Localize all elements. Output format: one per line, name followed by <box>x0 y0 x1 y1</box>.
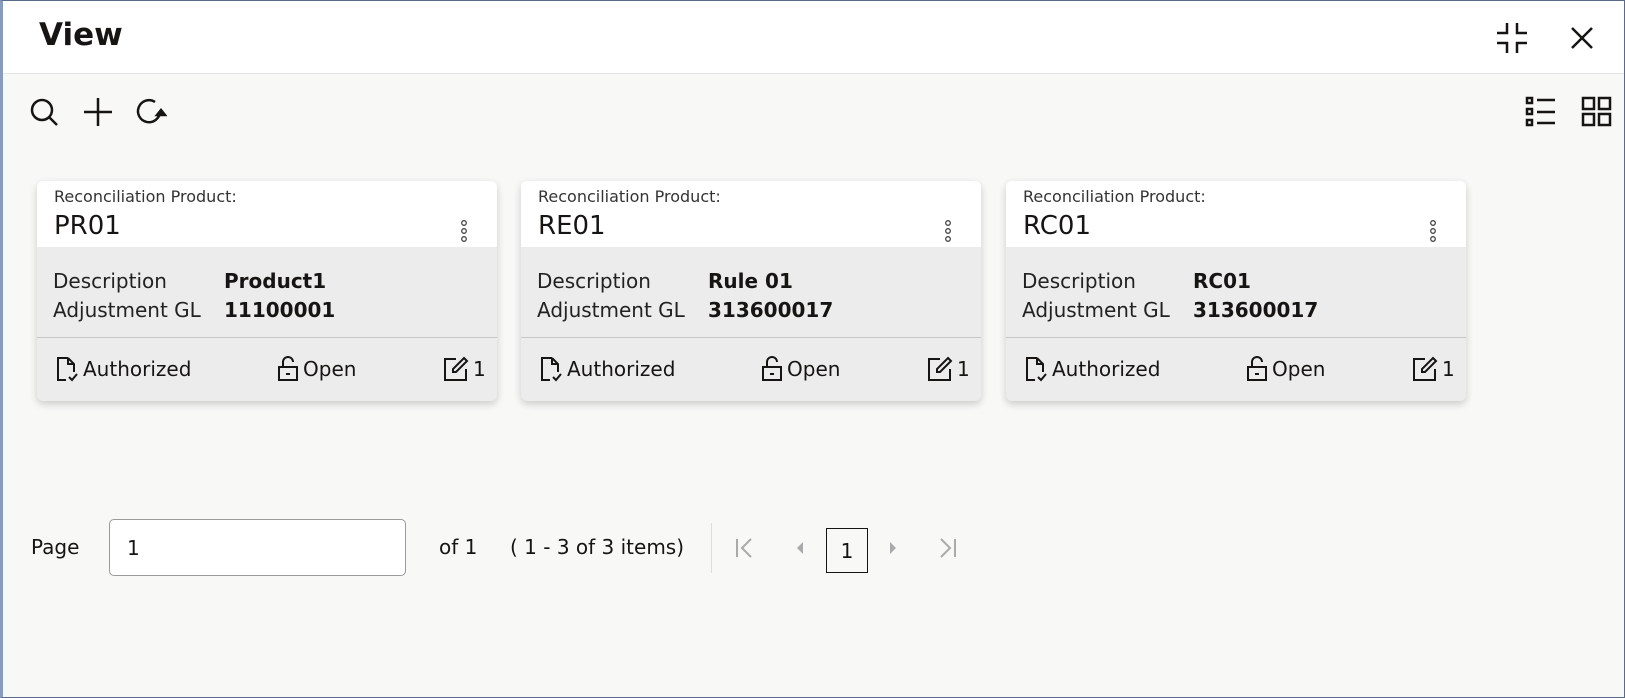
more-options-icon[interactable] <box>1428 219 1438 243</box>
unlock-icon <box>1247 356 1267 381</box>
card-footer: Authorized Open 1 <box>521 338 981 400</box>
lock-text: Open <box>303 357 357 381</box>
card-body: Description Rule 01 Adjustment GL 313600017 <box>521 247 981 338</box>
field-row: Description Product1 <box>53 267 497 296</box>
product-card[interactable]: Reconciliation Product: RE01 Description… <box>521 181 981 401</box>
unlock-icon <box>762 356 782 381</box>
field-key: Adjustment GL <box>1022 298 1170 322</box>
edit-icon <box>928 356 953 381</box>
edit-count-text: 1 <box>1442 357 1455 381</box>
page-input[interactable] <box>109 519 406 576</box>
field-value: 313600017 <box>708 298 834 322</box>
field-key: Adjustment GL <box>53 298 201 322</box>
edit-count: 1 <box>927 356 970 382</box>
lock-text: Open <box>787 357 841 381</box>
refresh-icon[interactable] <box>133 95 167 129</box>
more-options-icon[interactable] <box>943 219 953 243</box>
page-1-button[interactable]: 1 <box>826 528 868 573</box>
authorized-document-icon <box>57 357 78 382</box>
status: Authorized <box>55 356 191 382</box>
lock-text: Open <box>1272 357 1326 381</box>
field-value: RC01 <box>1193 269 1251 293</box>
field-row: Adjustment GL 11100001 <box>53 296 497 325</box>
field-row: Description Rule 01 <box>537 267 981 296</box>
dialog-title: View <box>39 17 123 53</box>
lock-status: Open <box>277 356 356 382</box>
card-body: Description Product1 Adjustment GL 11100001 <box>37 247 497 338</box>
authorized-document-icon <box>1026 357 1047 382</box>
edit-count-text: 1 <box>957 357 970 381</box>
card-header: Reconciliation Product: RC01 <box>1006 181 1466 247</box>
status-text: Authorized <box>567 357 676 381</box>
field-row: Description RC01 <box>1022 267 1466 296</box>
field-row: Adjustment GL 313600017 <box>1022 296 1466 325</box>
close-icon[interactable] <box>1565 21 1599 55</box>
card-body: Description RC01 Adjustment GL 313600017 <box>1006 247 1466 338</box>
lock-status: Open <box>1246 356 1325 382</box>
field-value: 313600017 <box>1193 298 1319 322</box>
edit-icon <box>444 356 469 381</box>
status-text: Authorized <box>83 357 192 381</box>
page-count: of 1 <box>439 535 478 559</box>
unlock-icon <box>278 356 298 381</box>
card-header: Reconciliation Product: RE01 <box>521 181 981 247</box>
product-code: RE01 <box>538 211 606 241</box>
card-label: Reconciliation Product: <box>538 187 721 206</box>
edit-count-text: 1 <box>473 357 486 381</box>
field-value: 11100001 <box>224 298 336 322</box>
previous-page-icon[interactable] <box>788 536 812 560</box>
field-key: Description <box>1022 269 1136 293</box>
product-code: PR01 <box>54 211 121 241</box>
first-page-icon[interactable] <box>733 536 757 560</box>
field-key: Description <box>53 269 167 293</box>
product-code: RC01 <box>1023 211 1092 241</box>
dialog-header: View <box>3 1 1624 74</box>
card-label: Reconciliation Product: <box>54 187 237 206</box>
edit-count: 1 <box>443 356 486 382</box>
status: Authorized <box>539 356 675 382</box>
product-card[interactable]: Reconciliation Product: RC01 Description… <box>1006 181 1466 401</box>
lock-status: Open <box>761 356 840 382</box>
field-row: Adjustment GL 313600017 <box>537 296 981 325</box>
field-key: Adjustment GL <box>537 298 685 322</box>
collapse-icon[interactable] <box>1495 21 1529 55</box>
field-key: Description <box>537 269 651 293</box>
page-label: Page <box>31 535 80 559</box>
card-header: Reconciliation Product: PR01 <box>37 181 497 247</box>
more-options-icon[interactable] <box>459 219 469 243</box>
add-icon[interactable] <box>81 95 115 129</box>
next-page-icon[interactable] <box>881 536 905 560</box>
authorized-document-icon <box>541 357 562 382</box>
list-view-icon[interactable] <box>1525 95 1559 129</box>
items-count: ( 1 - 3 of 3 items) <box>510 535 685 559</box>
edit-icon <box>1413 356 1438 381</box>
field-value: Rule 01 <box>708 269 793 293</box>
search-icon[interactable] <box>27 95 61 129</box>
divider <box>711 523 712 573</box>
card-footer: Authorized Open 1 <box>1006 338 1466 400</box>
card-footer: Authorized Open 1 <box>37 338 497 400</box>
status-text: Authorized <box>1052 357 1161 381</box>
grid-view-icon[interactable] <box>1580 95 1614 129</box>
edit-count: 1 <box>1412 356 1455 382</box>
last-page-icon[interactable] <box>935 536 959 560</box>
card-label: Reconciliation Product: <box>1023 187 1206 206</box>
field-value: Product1 <box>224 269 327 293</box>
product-card[interactable]: Reconciliation Product: PR01 Description… <box>37 181 497 401</box>
status: Authorized <box>1024 356 1160 382</box>
